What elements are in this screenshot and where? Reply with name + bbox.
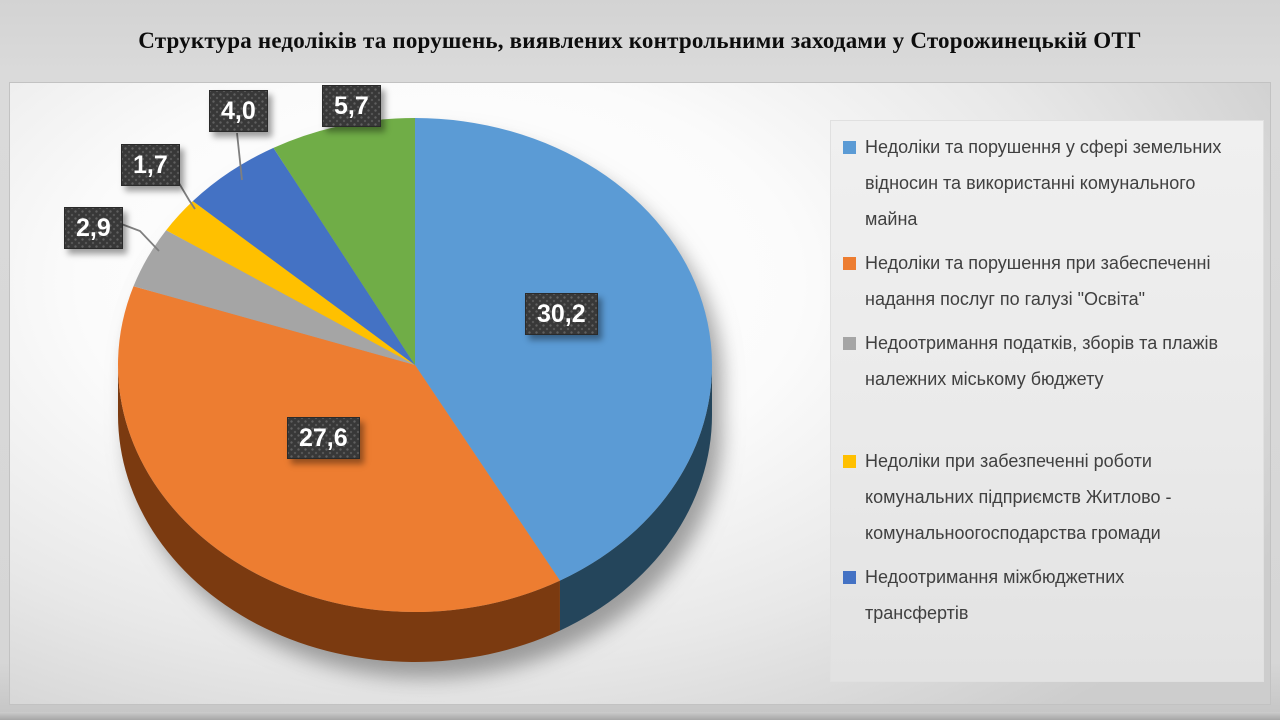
pie-slice-2 (133, 230, 415, 365)
legend-item-label: Недоотримання податків, зборів та плажів… (865, 333, 1219, 389)
data-label-0: 30,2 (525, 293, 598, 335)
legend-item-1: Недоліки та порушення при забеспеченні н… (843, 245, 1263, 317)
pie-slice-side-0 (559, 365, 712, 631)
data-label-5: 5,7 (322, 85, 381, 127)
leader-lines (115, 132, 243, 252)
legend-item-label: Недоліки та порушення у сфері земельних … (865, 137, 1222, 229)
pie-chart (115, 118, 713, 663)
title-band: Структура недоліків та порушень, виявлен… (0, 0, 1280, 82)
legend-marker-icon (843, 141, 856, 154)
legend-marker-icon (843, 455, 856, 468)
data-label-1: 27,6 (287, 417, 360, 459)
legend-marker-icon (843, 571, 856, 584)
pie-slice-3 (166, 201, 415, 365)
leader-line-3 (169, 167, 196, 210)
legend-item-3: Недоліки при забезпеченні роботи комунал… (843, 443, 1263, 551)
data-label-4: 4,0 (209, 90, 268, 132)
legend-item-label: Недоотримання міжбюджетних трансфертів (865, 567, 1125, 623)
leader-line-2 (115, 221, 160, 252)
data-label-3: 1,7 (121, 144, 180, 186)
slide-bottom-edge (0, 712, 1280, 720)
pie-slice-4 (192, 147, 415, 365)
legend-item-4: Недоотримання міжбюджетних трансфертів (843, 559, 1263, 631)
pie-slice-0 (415, 118, 713, 581)
pie-body (117, 118, 713, 663)
legend-item-0: Недоліки та порушення у сфері земельних … (843, 129, 1263, 237)
chart-legend: Недоліки та порушення у сфері земельних … (830, 120, 1264, 682)
data-label-2: 2,9 (64, 207, 123, 249)
legend-item-label: Недоліки при забезпеченні роботи комунал… (865, 451, 1172, 543)
leader-line-4 (236, 132, 243, 181)
legend-marker-icon (843, 257, 856, 270)
chart-title: Структура недоліків та порушень, виявлен… (138, 28, 1142, 53)
pie-slice-side-1 (117, 365, 560, 663)
pie-slice-5 (273, 118, 415, 365)
legend-marker-icon (843, 337, 856, 350)
legend-item-2: Недоотримання податків, зборів та плажів… (843, 325, 1263, 397)
legend-item-label: Недоліки та порушення при забеспеченні н… (865, 253, 1211, 309)
